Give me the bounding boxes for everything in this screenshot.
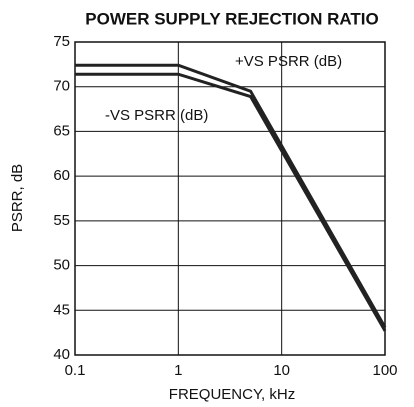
series-label: -VS PSRR (dB) <box>105 107 208 124</box>
y-axis-label: PSRR, dB <box>9 164 26 232</box>
y-tick-label: 55 <box>53 212 70 229</box>
plot-frame <box>74 41 386 356</box>
series-label: +VS PSRR (dB) <box>235 53 342 70</box>
y-tick-label: 50 <box>53 257 70 274</box>
x-tick-label: 100 <box>372 362 397 379</box>
x-tick-label: 0.1 <box>65 362 86 379</box>
y-tick-label: 40 <box>53 346 70 363</box>
y-tick-label: 65 <box>53 122 70 139</box>
x-axis-label: FREQUENCY, kHz <box>169 386 295 403</box>
y-tick-label: 70 <box>53 78 70 95</box>
y-tick-label: 60 <box>53 167 70 184</box>
series-line <box>75 72 387 332</box>
chart-title: POWER SUPPLY REJECTION RATIO <box>85 9 378 28</box>
y-tick-label: 45 <box>53 301 70 318</box>
y-tick-label: 75 <box>53 33 70 50</box>
x-tick-label: 10 <box>273 362 290 379</box>
series-line <box>75 63 387 329</box>
x-tick-label: 1 <box>174 362 182 379</box>
